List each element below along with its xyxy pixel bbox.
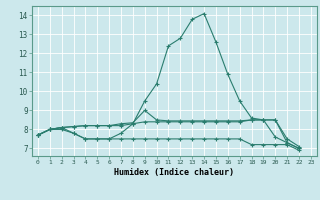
X-axis label: Humidex (Indice chaleur): Humidex (Indice chaleur) [115,168,234,177]
